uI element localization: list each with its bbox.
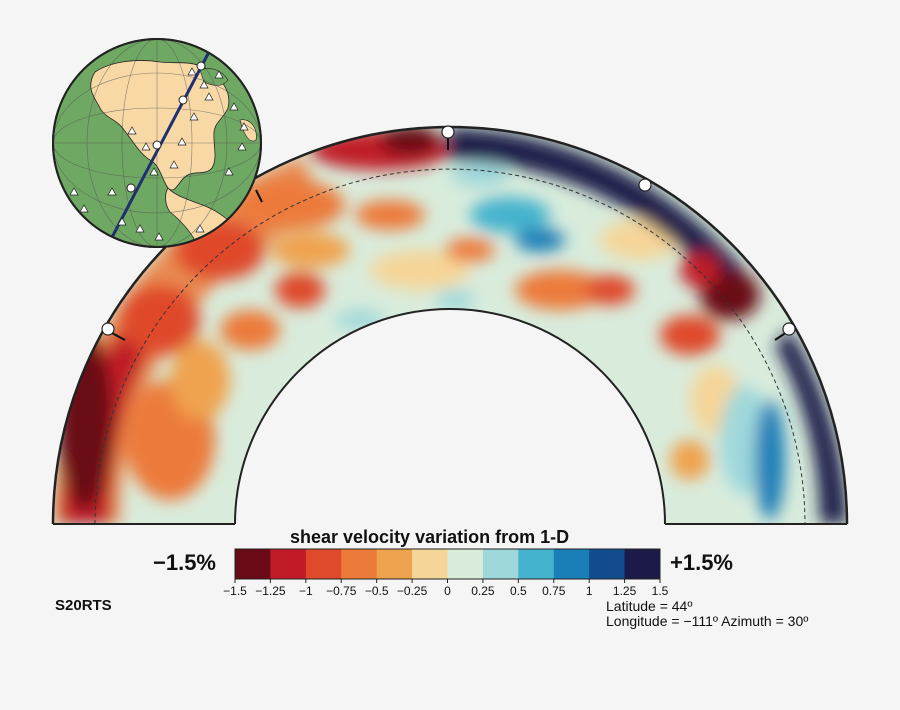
colorbar-tick-label: −0.25 <box>397 584 428 598</box>
colorbar-tick-label: −0.75 <box>326 584 357 598</box>
velocity-anomaly-field <box>53 127 847 524</box>
colorbar-tick-label: −0.5 <box>365 584 389 598</box>
colorbar-swatch <box>553 549 590 579</box>
colorbar-swatch <box>412 549 448 579</box>
colorbar-tick-label: 0.5 <box>510 584 527 598</box>
colorbar-tick-label: 1.25 <box>613 584 637 598</box>
colorbar-tick-label: 1.5 <box>652 584 669 598</box>
colorbar-max-label: +1.5% <box>670 550 733 575</box>
transition-zone-dashed-line <box>94 168 806 524</box>
colorbar-swatch <box>624 549 661 579</box>
marker-right-upper <box>638 178 652 192</box>
colorbar-min-label: −1.5% <box>153 550 216 575</box>
marker-right <box>782 322 796 336</box>
colorbar-swatch <box>270 549 307 579</box>
surface-markers <box>101 125 796 341</box>
colorbar-tick-label: −1 <box>299 584 313 598</box>
colorbar-title: shear velocity variation from 1-D <box>290 527 570 547</box>
latitude-label: Latitude = 44º <box>606 598 693 614</box>
model-name: S20RTS <box>55 597 112 614</box>
colorbar-swatch <box>589 549 626 579</box>
colorbar-tick-label: 0.75 <box>542 584 566 598</box>
colorbar-tick-label: 1 <box>586 584 593 598</box>
colorbar-tick-label: −1.5 <box>223 584 247 598</box>
colorbar-tick-label: 0 <box>444 584 451 598</box>
landmass-north-america <box>90 60 230 191</box>
longitude-azimuth-label: Longitude = −111º Azimuth = 30º <box>606 613 809 629</box>
cmb-outline <box>234 308 666 525</box>
colorbar-swatch <box>235 549 271 579</box>
colorbar-swatch <box>341 549 378 579</box>
globe-inset <box>52 38 262 248</box>
marker-left <box>101 322 115 336</box>
colorbar-swatch <box>518 549 555 579</box>
colorbar-tick-label: 0.25 <box>471 584 495 598</box>
colorbar: −1.5 −1.25 −1 −0.75 −0.5 −0.25 0 0.25 0.5 0.75 1 1.… <box>223 548 669 598</box>
marker-center <box>441 125 455 139</box>
colorbar-tick-label: −1.25 <box>255 584 286 598</box>
colorbar-swatch <box>482 549 519 579</box>
colorbar-swatch <box>447 549 484 579</box>
colorbar-swatch <box>305 549 342 579</box>
colorbar-swatch <box>376 549 413 579</box>
